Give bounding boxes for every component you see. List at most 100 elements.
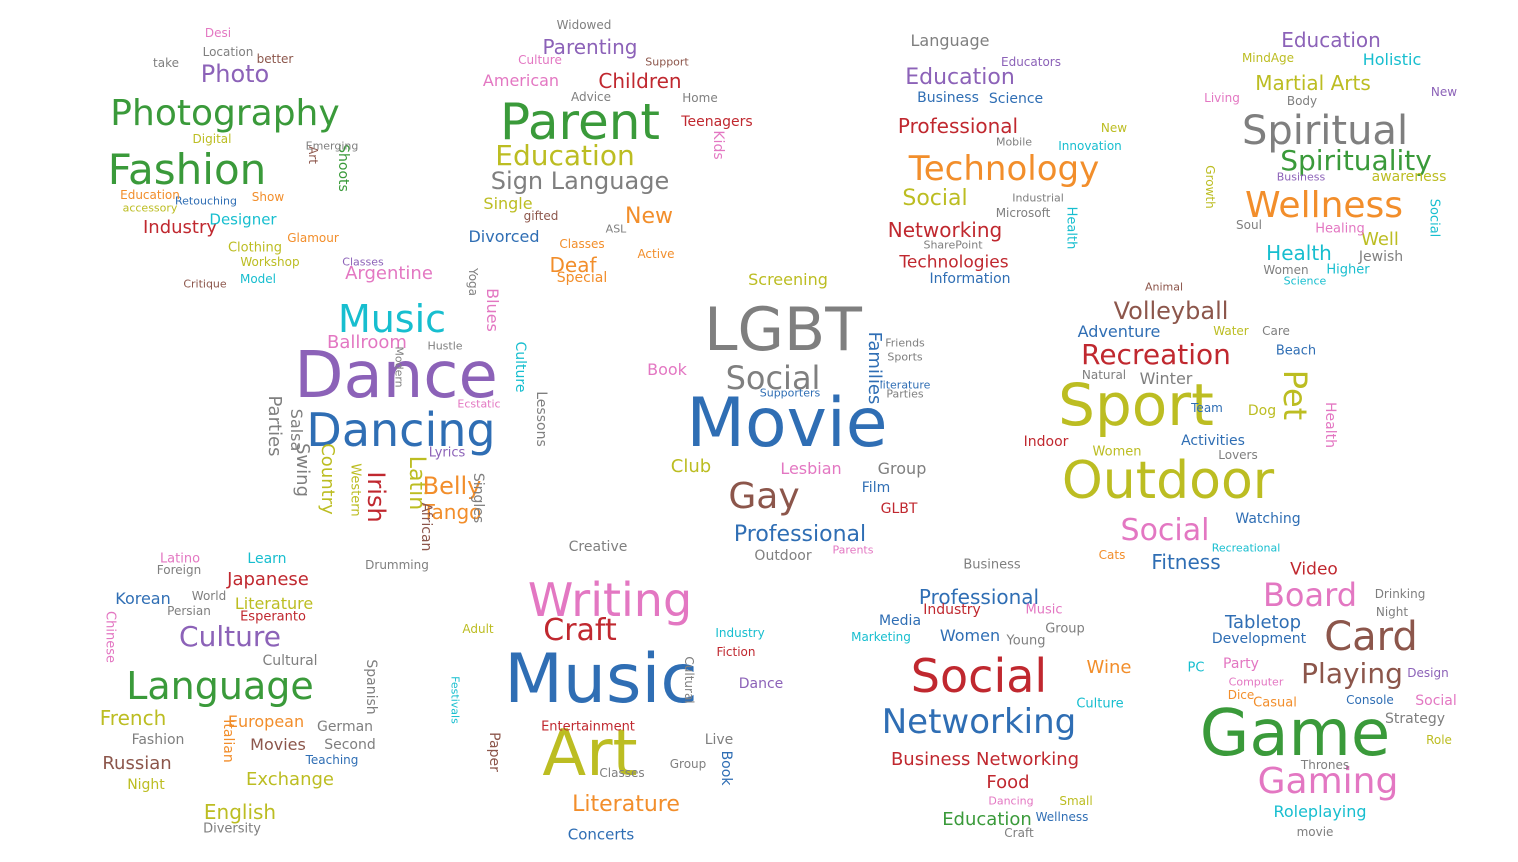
cloud-word: New bbox=[1430, 85, 1458, 99]
cloud-word: Outdoor bbox=[1061, 451, 1275, 511]
cloud-word: Active bbox=[637, 247, 675, 261]
cloud-word: Korean bbox=[115, 589, 171, 608]
cloud-word: LGBT bbox=[704, 295, 862, 365]
cloud-word: Technology bbox=[908, 149, 1100, 189]
cloud-word: Group bbox=[877, 459, 927, 478]
cloud-word: Supporters bbox=[759, 386, 821, 400]
cloud-word: Group bbox=[669, 757, 707, 771]
cloud-word: Kids bbox=[710, 130, 726, 160]
cloud-word: Ballroom bbox=[327, 332, 407, 353]
cloud-word: Healing bbox=[1315, 221, 1365, 237]
cloud-word: Development bbox=[1211, 631, 1307, 647]
cloud-word: Latino bbox=[159, 551, 201, 567]
cloud-word: Classes bbox=[599, 766, 645, 780]
cloud-word: Holistic bbox=[1362, 50, 1422, 69]
cloud-word: Gay bbox=[728, 476, 800, 517]
cloud-word: Body bbox=[1286, 94, 1318, 108]
cloud-word: Jewish bbox=[1358, 249, 1404, 265]
cloud-word: Book bbox=[718, 750, 734, 786]
cloud-word: Social bbox=[910, 649, 1048, 703]
cloud-word: Group bbox=[1045, 621, 1085, 637]
cloud-word: Beach bbox=[1275, 343, 1317, 359]
cloud-word: New bbox=[625, 204, 673, 229]
cloud-word: Casual bbox=[1253, 695, 1297, 711]
cloud-word: Soul bbox=[1236, 218, 1262, 232]
cloud-word: Care bbox=[1262, 324, 1290, 338]
cloud-word: Gaming bbox=[1257, 761, 1399, 802]
cloud-word: Pet bbox=[1276, 369, 1314, 421]
cloud-word: Music bbox=[504, 640, 698, 719]
cloud-word: Mobile bbox=[995, 135, 1033, 149]
cloud-word: Recreation bbox=[1081, 338, 1231, 371]
cloud-word: New bbox=[1100, 121, 1128, 135]
cloud-word: Indoor bbox=[1023, 434, 1069, 450]
cloud-word: Industry bbox=[715, 626, 765, 640]
cloud-word: Italian bbox=[220, 719, 236, 763]
cloud-word: Classes bbox=[559, 237, 605, 251]
cloud-word: Education bbox=[495, 139, 635, 172]
cloud-word: Movies bbox=[250, 735, 306, 754]
cloud-word: Natural bbox=[1081, 368, 1127, 382]
cloud-word: Activities bbox=[1181, 433, 1245, 449]
cloud-word: Support bbox=[645, 55, 689, 69]
cloud-word: Martial Arts bbox=[1255, 71, 1371, 95]
cloud-word: Irish bbox=[362, 471, 390, 523]
cloud-word: Design bbox=[1407, 666, 1449, 680]
cloud-word: Information bbox=[929, 271, 1011, 287]
cloud-word: Education bbox=[905, 65, 1015, 90]
cloud-word: accessory bbox=[122, 201, 178, 215]
cloud-word: Night bbox=[127, 777, 165, 793]
cloud-word: Professional bbox=[733, 522, 867, 547]
cloud-word: Paper bbox=[486, 732, 502, 772]
cloud-word: ASL bbox=[605, 222, 627, 236]
cloud-word: Industry bbox=[142, 217, 218, 238]
cloud-word: Japanese bbox=[227, 569, 309, 590]
cloud-word: Business bbox=[963, 557, 1021, 573]
cloud-word: Social bbox=[725, 359, 821, 397]
cloud-word: Yoga bbox=[466, 267, 480, 297]
cloud-word: MindAge bbox=[1241, 51, 1295, 65]
cloud-word: Playing bbox=[1301, 657, 1403, 690]
cloud-word: Spiritual bbox=[1241, 108, 1409, 154]
cloud-word: Professional bbox=[918, 585, 1040, 609]
cloud-word: Higher bbox=[1326, 262, 1370, 278]
cloud-word: Dancing bbox=[988, 794, 1034, 808]
cloud-word: Book bbox=[647, 360, 687, 379]
cloud-word: gifted bbox=[523, 209, 559, 223]
cloud-word: Foreign bbox=[156, 563, 202, 577]
cloud-word: African bbox=[418, 502, 434, 552]
cloud-word: Strategy bbox=[1385, 711, 1445, 727]
cloud-word: Culture bbox=[512, 341, 528, 393]
cloud-word: Animal bbox=[1144, 280, 1184, 294]
cloud-word: Ecstatic bbox=[457, 397, 501, 411]
cloud-word: Dance bbox=[738, 676, 784, 692]
cloud-word: Writing bbox=[527, 573, 693, 627]
cloud-word: Blues bbox=[483, 288, 502, 332]
cloud-word: Art bbox=[542, 717, 638, 791]
cloud-word: awareness bbox=[1371, 169, 1447, 185]
cloud-word: Innovation bbox=[1058, 139, 1122, 153]
cloud-word: Persian bbox=[167, 604, 211, 618]
cloud-word: Living bbox=[1204, 91, 1240, 105]
cloud-word: Exchange bbox=[246, 769, 334, 790]
cloud-word: Emerging bbox=[305, 139, 359, 153]
cloud-word: Belly bbox=[422, 472, 482, 500]
cloud-word: Business bbox=[1276, 170, 1326, 184]
cloud-word: English bbox=[203, 800, 277, 824]
cloud-word: European bbox=[227, 712, 305, 731]
cloud-word: Media bbox=[878, 613, 922, 629]
cloud-word: Glamour bbox=[287, 231, 339, 245]
cloud-word: Language bbox=[126, 664, 314, 708]
cloud-word: Movie bbox=[686, 384, 888, 463]
cloud-word: SharePoint bbox=[923, 238, 983, 252]
cloud-word: Chinese bbox=[102, 611, 118, 663]
cloud-word: Cultural bbox=[682, 656, 696, 704]
cloud-word: Fiction bbox=[716, 645, 756, 659]
cloud-word: Lyrics bbox=[428, 445, 466, 461]
cloud-word: World bbox=[191, 589, 227, 603]
cloud-word: Board bbox=[1262, 576, 1358, 614]
cloud-word: Drinking bbox=[1374, 587, 1426, 601]
cloud-word: Parents bbox=[832, 543, 874, 557]
cloud-word: Music bbox=[1025, 602, 1063, 618]
cloud-word: Digital bbox=[192, 132, 232, 146]
